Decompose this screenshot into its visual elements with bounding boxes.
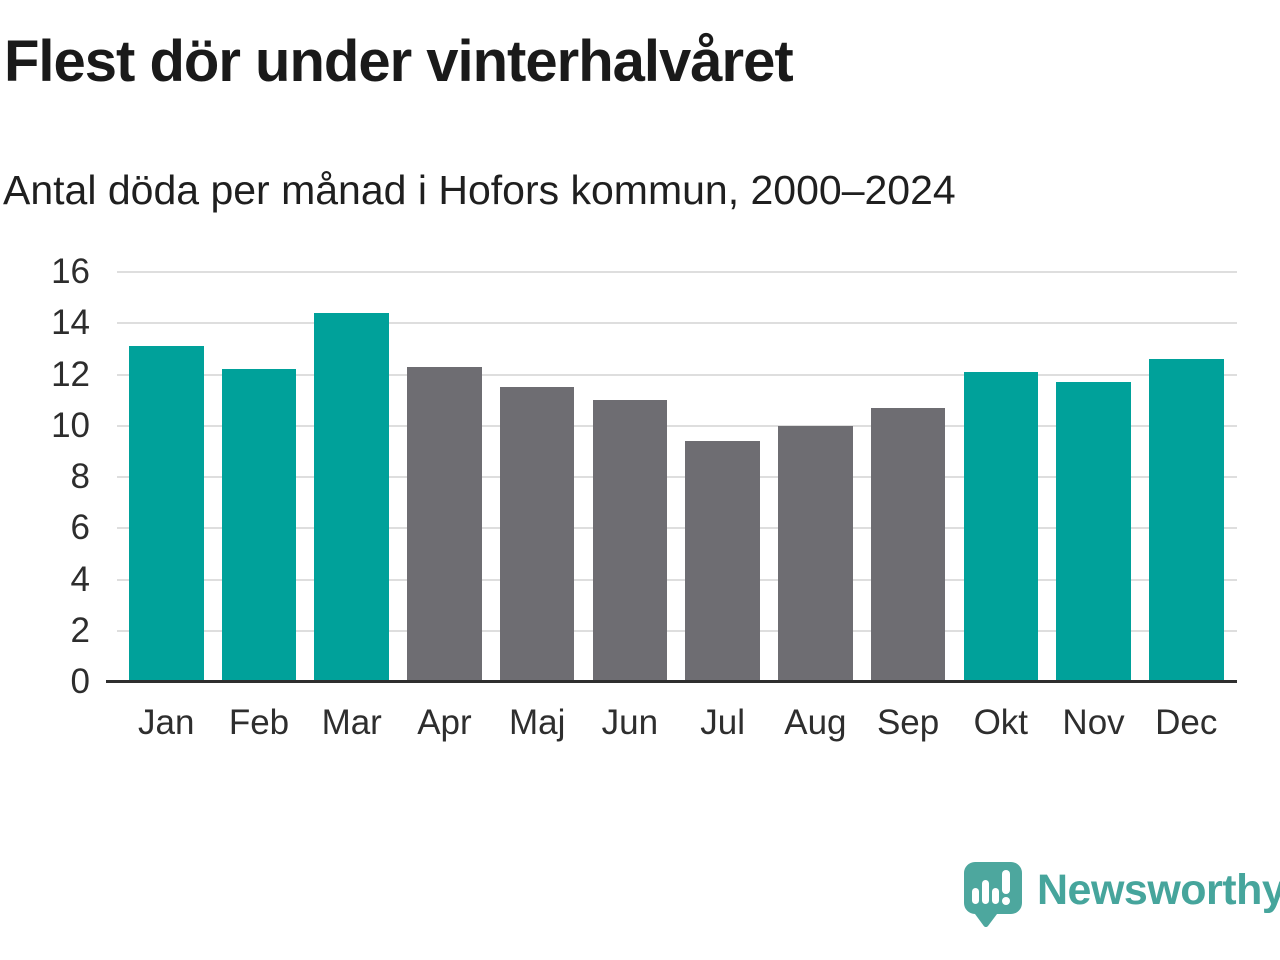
y-tick-label-8: 8 (70, 457, 90, 496)
x-tick-label-maj: Maj (508, 703, 566, 742)
bar-dec (1149, 359, 1224, 682)
gridline-y6 (117, 527, 1237, 530)
y-tick-label-10: 10 (51, 405, 90, 445)
y-tick-label-4: 4 (70, 559, 90, 599)
y-tick-label-12: 12 (51, 354, 90, 394)
newsworthy-logo-icon (963, 861, 1023, 932)
x-tick-label-jul: Jul (700, 703, 745, 742)
bar-jul (685, 441, 760, 682)
y-tick-label-16: 16 (51, 252, 90, 291)
chart-title: Flest dör under vinterhalvåret (4, 29, 794, 94)
x-tick-label-nov: Nov (1062, 703, 1125, 742)
newsworthy-logo-text: Newsworthy (1037, 866, 1280, 914)
gridline-y4 (117, 578, 1237, 581)
gridline-y14 (117, 322, 1237, 325)
gridline-y12 (117, 373, 1237, 376)
x-tick-label-mar: Mar (321, 703, 382, 742)
x-tick-label-dec: Dec (1155, 703, 1218, 742)
bar-jan (129, 346, 204, 682)
x-tick-label-aug: Aug (784, 703, 847, 742)
gridline-y10 (117, 424, 1237, 427)
x-tick-label-okt: Okt (973, 703, 1029, 742)
bar-nov (1056, 382, 1131, 682)
gridline-y16 (117, 271, 1237, 273)
bar-aug (778, 425, 853, 682)
plot-area (103, 271, 1237, 682)
bar-okt (963, 371, 1039, 682)
x-tick-label-sep: Sep (876, 703, 940, 742)
bar-maj (499, 387, 575, 682)
x-axis-baseline (106, 680, 1237, 683)
x-tick-label-feb: Feb (228, 703, 290, 742)
x-tick-label-jan: Jan (138, 703, 195, 742)
gridline-y2 (117, 629, 1237, 632)
x-tick-label-jun: Jun (601, 703, 659, 742)
y-tick-label-0: 0 (70, 662, 90, 701)
x-tick-label-apr: Apr (417, 703, 472, 742)
bar-sep (870, 407, 946, 682)
y-tick-label-2: 2 (70, 610, 90, 650)
bar-jun (592, 400, 668, 682)
bar-mar (314, 313, 389, 682)
gridline-y8 (117, 476, 1237, 478)
bar-feb (221, 369, 297, 682)
bar-apr (407, 366, 482, 682)
chart-subtitle: Antal döda per månad i Hofors kommun, 20… (3, 167, 956, 213)
y-tick-label-6: 6 (70, 508, 90, 548)
y-tick-label-14: 14 (51, 303, 90, 343)
newsworthy-logo: Newsworthy (963, 861, 1280, 932)
